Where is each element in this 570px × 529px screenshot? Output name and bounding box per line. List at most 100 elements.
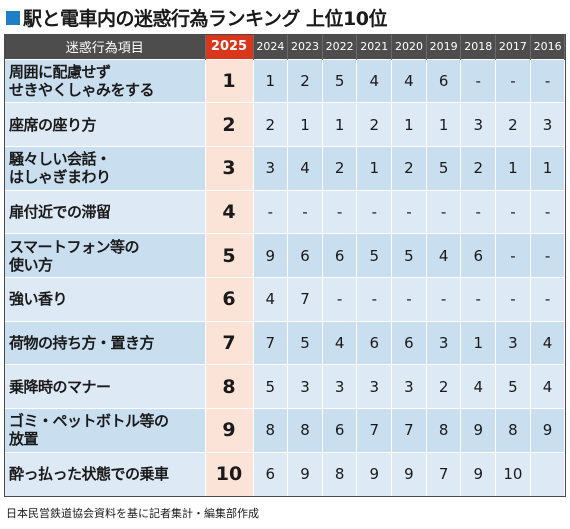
rank-cell: 3 xyxy=(426,320,462,365)
rank-cell: 4 xyxy=(426,233,462,278)
item-cell: 騒々しい会話・ はしゃぎまわり xyxy=(5,145,206,191)
item-label-line1: 乗降時のマナー xyxy=(9,377,111,396)
rank-cell: 8 xyxy=(253,408,289,453)
table-row: 酔っ払った状態での乗車 10 6 9 8 9 9 7 9 10 xyxy=(5,451,565,496)
rank-cell: 4 xyxy=(530,364,565,409)
rank-cell: 9 xyxy=(253,233,289,278)
table-row: スマートフォン等の 使い方 5 9 6 6 5 5 4 6- - xyxy=(5,233,565,278)
rank-cell: - xyxy=(322,189,358,234)
rank-2025-cell: 7 xyxy=(205,320,254,365)
rank-cell: 2 xyxy=(253,102,289,147)
item-label-line1: ゴミ・ペットボトル等の xyxy=(9,412,169,431)
rank-cell: 4 xyxy=(530,320,565,365)
ranking-table-container: 迷惑行為項目 2025 2024 2023 2022 2021 2020 201… xyxy=(4,34,566,497)
item-cell: 荷物の持ち方・置き方 xyxy=(5,320,206,365)
rank-cell: - xyxy=(356,189,393,234)
rank-cell: 9 xyxy=(530,408,565,453)
rank-cell: 3 xyxy=(356,364,393,409)
rank-cell: 1 xyxy=(495,145,531,191)
rank-cell: - xyxy=(495,189,531,234)
rank-cell: - xyxy=(460,276,497,322)
source-note: 日本民営鉄道協会資料を基に記者集計・編集部作成 xyxy=(6,507,259,520)
rank-cell: 6 xyxy=(322,233,358,278)
rank-cell: 3 xyxy=(322,364,358,409)
column-header-2021: 2021 xyxy=(356,35,393,59)
rank-cell: - xyxy=(530,276,565,322)
item-cell: 乗降時のマナー xyxy=(5,364,206,409)
rank-cell: 9 xyxy=(391,451,427,496)
rank-cell: 5 xyxy=(253,364,289,409)
rank-cell: 9 xyxy=(460,408,497,453)
item-cell: ゴミ・ペットボトル等の 放置 xyxy=(5,408,206,453)
rank-cell: 7 xyxy=(426,451,462,496)
rank-cell: 1 xyxy=(391,102,427,147)
rank-cell: 6 xyxy=(253,451,289,496)
item-label-line1: 騒々しい会話・ xyxy=(9,150,111,169)
rank-cell: 5 xyxy=(287,320,323,365)
rank-cell: - xyxy=(530,233,565,278)
rank-cell: 6 xyxy=(356,320,393,365)
rank-cell: - xyxy=(460,58,497,103)
item-cell: 周囲に配慮せず せきやくしゃみをする xyxy=(5,58,206,103)
page-title: 駅と電車内の迷惑行為ランキング 上位10位 xyxy=(23,7,388,30)
rank-cell: 10 xyxy=(495,451,531,496)
rank-cell: - xyxy=(391,189,427,234)
rank-cell: 1 xyxy=(530,145,565,191)
rank-cell: - xyxy=(322,276,358,322)
rank-cell: - xyxy=(530,189,565,234)
item-cell: 強い香り xyxy=(5,276,206,322)
item-label-line1: 酔っ払った状態での乗車 xyxy=(9,465,169,484)
table-row: 強い香り 6 4 7- - - - - - - xyxy=(5,276,565,322)
rank-cell: 4 xyxy=(460,364,497,409)
rank-cell: 1 xyxy=(287,102,323,147)
item-label-line1: 強い香り xyxy=(9,290,68,309)
column-header-2025: 2025 xyxy=(205,35,254,59)
rank-cell: - xyxy=(530,58,565,103)
item-cell: 座席の座り方 xyxy=(5,102,206,147)
rank-2025-cell: 3 xyxy=(205,145,254,191)
rank-cell: 4 xyxy=(322,320,358,365)
rank-cell: - xyxy=(495,58,531,103)
rank-cell: 1 xyxy=(426,102,462,147)
table-row: 扉付近での滞留 4- - - - - - - - - xyxy=(5,189,565,234)
item-label-line1: 荷物の持ち方・置き方 xyxy=(9,333,155,352)
item-label-line1: 座席の座り方 xyxy=(9,115,97,134)
rank-cell: 5 xyxy=(322,58,358,103)
rank-cell: 9 xyxy=(287,451,323,496)
rank-2025-cell: 2 xyxy=(205,102,254,147)
rank-cell: - xyxy=(460,189,497,234)
table-row: 周囲に配慮せず せきやくしゃみをする 1 1 2 5 4 4 6- - - xyxy=(5,58,565,103)
rank-cell: 4 xyxy=(356,58,393,103)
rank-cell: 2 xyxy=(391,145,427,191)
title-row: 駅と電車内の迷惑行為ランキング 上位10位 xyxy=(6,4,388,30)
rank-cell: 1 xyxy=(460,320,497,365)
rank-cell: 1 xyxy=(253,58,289,103)
rank-cell: 5 xyxy=(356,233,393,278)
rank-cell: 9 xyxy=(460,451,497,496)
rank-cell: 2 xyxy=(495,102,531,147)
rank-2025-cell: 9 xyxy=(205,408,254,453)
rank-cell: 9 xyxy=(356,451,393,496)
rank-cell: 6 xyxy=(460,233,497,278)
rank-2025-cell: 1 xyxy=(205,58,254,103)
column-header-2016: 2016 xyxy=(530,35,565,59)
table-body: 周囲に配慮せず せきやくしゃみをする 1 1 2 5 4 4 6- - - 座席の座り方 2 2 1 1 2 1 1… xyxy=(5,58,565,496)
column-header-item: 迷惑行為項目 xyxy=(5,35,206,59)
rank-cell: 2 xyxy=(322,145,358,191)
rank-cell: 5 xyxy=(495,364,531,409)
rank-cell: 3 xyxy=(253,145,289,191)
item-cell: スマートフォン等の 使い方 xyxy=(5,233,206,278)
rank-cell: 7 xyxy=(391,408,427,453)
item-cell: 酔っ払った状態での乗車 xyxy=(5,451,206,496)
rank-cell: 5 xyxy=(391,233,427,278)
item-label-line2: せきやくしゃみをする xyxy=(9,80,155,99)
rank-cell: 8 xyxy=(495,408,531,453)
rank-2025-cell: 5 xyxy=(205,233,254,278)
column-header-2017: 2017 xyxy=(495,35,531,59)
column-header-2022: 2022 xyxy=(322,35,358,59)
rank-cell: 6 xyxy=(322,408,358,453)
table-row: 座席の座り方 2 2 1 1 2 1 1 3 2 3 xyxy=(5,102,565,147)
header-row: 迷惑行為項目 2025 2024 2023 2022 2021 2020 201… xyxy=(5,35,565,59)
rank-cell: 6 xyxy=(391,320,427,365)
column-header-2024: 2024 xyxy=(253,35,289,59)
